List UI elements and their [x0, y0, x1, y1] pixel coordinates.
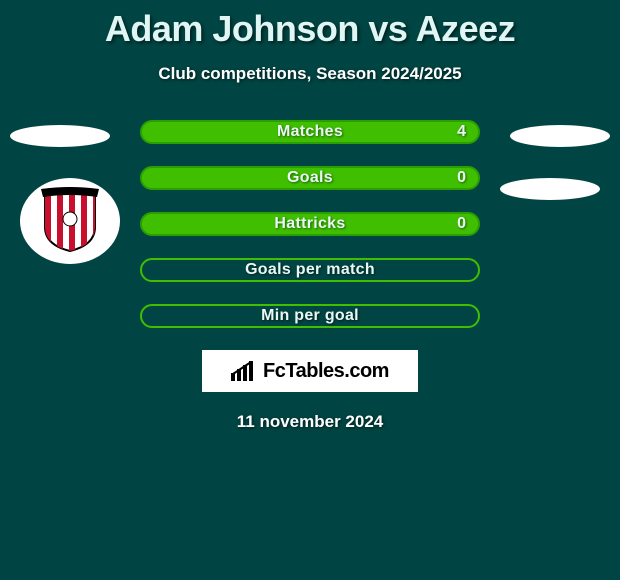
stat-row: Goals per match [0, 258, 620, 282]
brand-text: FcTables.com [263, 360, 389, 383]
stat-value: 0 [457, 169, 466, 187]
stat-pill-min-per-goal: Min per goal [140, 304, 480, 328]
stat-row: Goals 0 [0, 166, 620, 190]
stat-label: Hattricks [274, 215, 345, 233]
stat-value: 4 [457, 123, 466, 141]
stat-pill-goals-per-match: Goals per match [140, 258, 480, 282]
date-label: 11 november 2024 [0, 412, 620, 432]
stat-row: Min per goal [0, 304, 620, 328]
subtitle: Club competitions, Season 2024/2025 [0, 64, 620, 84]
stat-value: 0 [457, 215, 466, 233]
stat-label: Goals per match [245, 261, 375, 279]
stat-pill-goals: Goals 0 [140, 166, 480, 190]
bar-chart-icon [231, 361, 257, 381]
stat-row: Hattricks 0 [0, 212, 620, 236]
stat-pill-matches: Matches 4 [140, 120, 480, 144]
brand-badge: FcTables.com [202, 350, 418, 392]
stat-pill-hattricks: Hattricks 0 [140, 212, 480, 236]
stat-label: Min per goal [261, 307, 359, 325]
page-title: Adam Johnson vs Azeez [0, 0, 620, 50]
stat-label: Goals [287, 169, 333, 187]
stats-list: Matches 4 Goals 0 Hattricks 0 Goals per … [0, 120, 620, 328]
stat-label: Matches [277, 123, 343, 141]
stat-row: Matches 4 [0, 120, 620, 144]
